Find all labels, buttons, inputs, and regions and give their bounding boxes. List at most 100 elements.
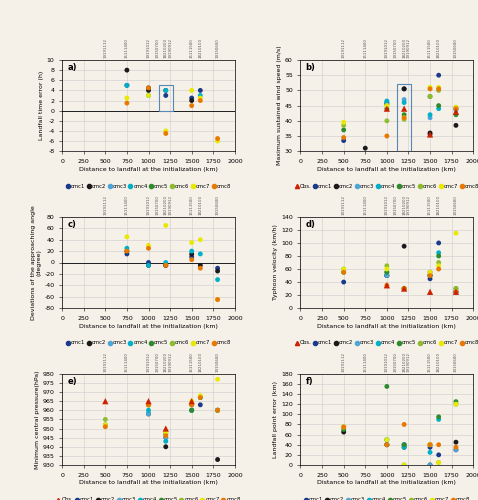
Point xyxy=(214,406,221,414)
Point xyxy=(196,392,204,400)
Point xyxy=(383,272,391,280)
Point xyxy=(162,92,170,100)
Text: 19190912: 19190912 xyxy=(406,352,411,372)
Point xyxy=(383,97,391,105)
Point xyxy=(340,423,348,431)
Legend: Obs., cmc1, cmc2, cmc3, cmc4, cmc5, cmc6, cmc7, cmc8: Obs., cmc1, cmc2, cmc3, cmc4, cmc5, cmc6… xyxy=(294,340,478,346)
Point xyxy=(400,284,408,292)
Point xyxy=(123,247,131,255)
Point xyxy=(452,229,460,237)
Point xyxy=(162,127,170,135)
Text: 19150600: 19150600 xyxy=(454,38,458,58)
X-axis label: Distance to landfall at the initialization (km): Distance to landfall at the initializati… xyxy=(79,480,218,486)
Point xyxy=(452,288,460,296)
Point xyxy=(400,114,408,122)
Text: 19190912: 19190912 xyxy=(168,352,172,372)
Point xyxy=(383,440,391,448)
Point xyxy=(400,284,408,292)
Point xyxy=(435,239,443,247)
Point xyxy=(196,94,204,102)
Point xyxy=(426,92,434,100)
Point xyxy=(400,104,408,112)
Point xyxy=(435,248,443,256)
Text: 15111500: 15111500 xyxy=(428,38,432,58)
Point xyxy=(452,284,460,292)
Text: 19191012: 19191012 xyxy=(385,352,389,372)
Legend: cmc1, cmc2, cmc3, cmc4, cmc5, cmc6, cmc7, cmc8: cmc1, cmc2, cmc3, cmc4, cmc5, cmc6, cmc7… xyxy=(65,183,232,189)
Point xyxy=(162,262,170,270)
Text: 19150600: 19150600 xyxy=(454,352,458,372)
Point xyxy=(435,265,443,273)
Point xyxy=(162,434,170,442)
Y-axis label: Maximum sustained wind speed (m/s): Maximum sustained wind speed (m/s) xyxy=(277,46,282,166)
Y-axis label: Landfall time error (h): Landfall time error (h) xyxy=(39,71,44,140)
Point xyxy=(435,104,443,112)
Point xyxy=(196,401,204,409)
Text: 15111500: 15111500 xyxy=(428,196,432,215)
X-axis label: Distance to landfall at the initialization (km): Distance to landfall at the initializati… xyxy=(317,480,456,486)
Point xyxy=(400,284,408,292)
Point xyxy=(435,451,443,459)
Point xyxy=(340,423,348,431)
Point xyxy=(340,426,348,434)
Point xyxy=(400,440,408,448)
Point xyxy=(340,118,348,126)
Text: 15111400: 15111400 xyxy=(363,38,367,58)
Point xyxy=(426,440,434,448)
Point xyxy=(214,406,221,414)
Point xyxy=(426,84,434,92)
Point xyxy=(145,406,152,414)
Point xyxy=(400,85,408,93)
Point xyxy=(452,444,460,452)
Point xyxy=(145,84,152,92)
Point xyxy=(400,461,408,469)
Point xyxy=(214,406,221,414)
Point xyxy=(400,284,408,292)
Text: 19150700: 19150700 xyxy=(155,195,159,215)
Text: 19150700: 19150700 xyxy=(393,38,398,58)
Text: 19190912: 19190912 xyxy=(406,195,411,215)
Point xyxy=(196,262,204,270)
Text: 19191012: 19191012 xyxy=(146,352,151,372)
Legend: cmc1, cmc2, cmc3, cmc4, cmc5, cmc6, cmc7, cmc8: cmc1, cmc2, cmc3, cmc4, cmc5, cmc6, cmc7… xyxy=(65,340,232,346)
Text: 18210200: 18210200 xyxy=(164,38,168,58)
Point xyxy=(435,86,443,94)
Point xyxy=(145,401,152,409)
Point xyxy=(214,134,221,142)
Point xyxy=(435,85,443,93)
Text: 18210100: 18210100 xyxy=(437,352,441,372)
Text: 19191012: 19191012 xyxy=(385,38,389,58)
Point xyxy=(383,262,391,270)
Text: 19191112: 19191112 xyxy=(103,38,108,58)
Point xyxy=(145,244,152,252)
X-axis label: Distance to landfall at the initialization (km): Distance to landfall at the initializati… xyxy=(79,166,218,172)
Point xyxy=(452,104,460,112)
Text: 19150600: 19150600 xyxy=(216,38,219,58)
Point xyxy=(452,446,460,454)
Point xyxy=(452,438,460,446)
Point xyxy=(123,82,131,90)
Point xyxy=(123,66,131,74)
Point xyxy=(426,272,434,280)
Point xyxy=(162,432,170,440)
Point xyxy=(435,458,443,466)
Text: e): e) xyxy=(67,376,77,386)
Point xyxy=(188,406,196,414)
Point xyxy=(145,262,152,270)
Point xyxy=(426,110,434,118)
Point xyxy=(435,71,443,79)
Point xyxy=(162,86,170,94)
Text: f): f) xyxy=(305,376,313,386)
Text: 18210200: 18210200 xyxy=(164,195,168,215)
Point xyxy=(400,440,408,448)
Point xyxy=(145,84,152,92)
Point xyxy=(145,258,152,266)
Text: 19150700: 19150700 xyxy=(393,195,398,215)
Point xyxy=(214,296,221,304)
Point xyxy=(188,397,196,405)
Point xyxy=(435,102,443,110)
Point xyxy=(435,84,443,92)
Point xyxy=(426,130,434,138)
Bar xyxy=(159,86,173,110)
Text: 15111500: 15111500 xyxy=(190,352,194,372)
